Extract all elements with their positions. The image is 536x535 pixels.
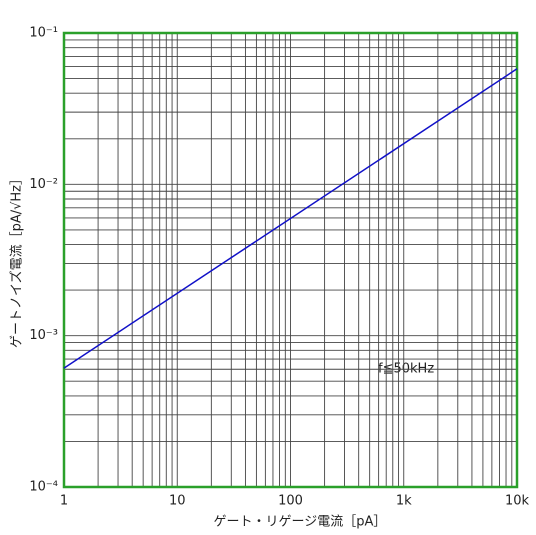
x-tick-label: 10 — [169, 494, 186, 509]
x-axis-label: ゲート・リゲージ電流［pA］ — [214, 515, 387, 530]
x-tick-label: 100 — [278, 494, 303, 509]
x-tick-label: 10k — [505, 494, 530, 509]
y-tick-label: 10⁻² — [29, 177, 58, 192]
y-tick-label: 10⁻³ — [29, 328, 58, 343]
y-tick-label: 10⁻⁴ — [29, 480, 58, 495]
plot-frame — [62, 31, 519, 489]
data-line — [63, 68, 518, 369]
y-tick-label: 10⁻¹ — [29, 26, 58, 41]
x-tick-label: 1 — [60, 494, 68, 509]
y-axis-label: ゲートノイズ電流［pA/√Hz］ — [9, 172, 25, 348]
x-tick-label: 1k — [396, 494, 412, 509]
